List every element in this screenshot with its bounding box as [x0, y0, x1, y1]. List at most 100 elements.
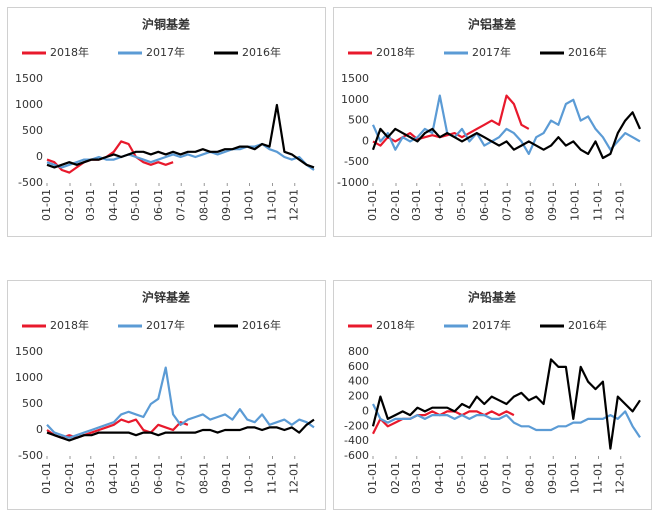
x-tick-label: 11-01	[265, 189, 278, 221]
y-tick-label: 500	[22, 124, 43, 137]
legend-label: 2017年	[472, 45, 511, 59]
x-tick-label: 10-01	[569, 462, 582, 494]
y-tick-label: -500	[18, 449, 43, 462]
y-tick-label: 200	[348, 390, 369, 403]
x-tick-label: 09-01	[546, 462, 559, 494]
x-tick-label: 01-01	[40, 462, 53, 494]
series-line	[371, 358, 641, 450]
legend-label: 2018年	[50, 45, 89, 59]
x-tick-label: 05-01	[129, 189, 142, 221]
x-tick-label: 04-01	[107, 189, 120, 221]
chart-panel: 沪铜基差 2018年 2017年 2016年 -500 0 500 1000 1500 01-01…	[7, 7, 326, 237]
y-tick-label: -1000	[337, 176, 369, 189]
x-tick-label: 02-01	[389, 462, 402, 494]
series-line	[371, 111, 642, 160]
y-tick-label: 1000	[341, 93, 369, 106]
x-tick-label: 12-01	[614, 462, 627, 494]
x-tick-label: 11-01	[265, 462, 278, 494]
y-tick-label: 500	[22, 397, 43, 410]
y-tick-label: -200	[344, 419, 369, 432]
series-line	[46, 418, 189, 439]
series-line	[46, 418, 315, 442]
legend-label: 2018年	[50, 318, 89, 332]
x-tick-label: 09-01	[220, 462, 233, 494]
y-tick-label: -400	[344, 434, 369, 447]
x-tick-label: 05-01	[129, 462, 142, 494]
y-tick-label: 0	[36, 150, 43, 163]
series-line	[372, 403, 641, 439]
series-line	[46, 366, 315, 439]
legend-label: 2018年	[376, 45, 415, 59]
x-tick-label: 01-01	[366, 189, 379, 221]
legend-label: 2016年	[242, 318, 281, 332]
x-tick-label: 03-01	[410, 462, 423, 494]
series-line	[46, 140, 174, 174]
x-tick-label: 03-01	[84, 189, 97, 221]
x-tick-label: 07-01	[174, 462, 187, 494]
chart-title: 沪铅基差	[468, 290, 516, 305]
x-tick-label: 08-01	[197, 462, 210, 494]
legend-label: 2017年	[146, 318, 185, 332]
x-tick-label: 01-01	[40, 189, 53, 221]
x-tick-label: 06-01	[478, 189, 491, 221]
x-tick-label: 02-01	[63, 189, 76, 221]
legend-label: 2016年	[568, 45, 607, 59]
x-tick-label: 06-01	[152, 462, 165, 494]
x-tick-label: 08-01	[523, 189, 536, 221]
y-tick-label: 500	[348, 114, 369, 127]
x-tick-label: 01-01	[366, 462, 379, 494]
x-tick-label: 03-01	[410, 189, 423, 221]
y-tick-label: 1500	[15, 72, 43, 85]
y-tick-label: 1500	[341, 72, 369, 85]
legend-label: 2017年	[472, 318, 511, 332]
legend-label: 2016年	[242, 45, 281, 59]
x-tick-label: 07-01	[500, 189, 513, 221]
x-tick-label: 10-01	[243, 462, 256, 494]
y-tick-label: -600	[344, 449, 369, 462]
y-tick-label: 1000	[15, 98, 43, 111]
x-tick-label: 09-01	[546, 189, 559, 221]
x-tick-label: 12-01	[614, 189, 627, 221]
x-tick-label: 04-01	[433, 189, 446, 221]
x-tick-label: 06-01	[152, 189, 165, 221]
x-tick-label: 06-01	[478, 462, 491, 494]
legend-label: 2016年	[568, 318, 607, 332]
series-line	[46, 103, 315, 169]
y-tick-label: 400	[348, 375, 369, 388]
y-tick-label: 600	[348, 360, 369, 373]
x-tick-label: 03-01	[84, 462, 97, 494]
y-tick-label: 1000	[15, 371, 43, 384]
x-tick-label: 11-01	[591, 189, 604, 221]
panel-border	[333, 280, 652, 510]
y-tick-label: 0	[362, 404, 369, 417]
x-tick-label: 04-01	[107, 462, 120, 494]
chart-panel: 沪锌基差 2018年 2017年 2016年 -500 0 500 1000 1500 01-01…	[7, 280, 326, 510]
x-tick-label: 07-01	[174, 189, 187, 221]
x-tick-label: 10-01	[243, 189, 256, 221]
x-tick-label: 12-01	[288, 189, 301, 221]
x-tick-label: 05-01	[455, 189, 468, 221]
x-tick-label: 05-01	[455, 462, 468, 494]
chart-title: 沪铝基差	[468, 17, 516, 32]
x-tick-label: 07-01	[500, 462, 513, 494]
y-tick-label: 0	[362, 134, 369, 147]
x-tick-label: 12-01	[288, 462, 301, 494]
y-tick-label: -500	[344, 155, 369, 168]
x-tick-label: 08-01	[523, 462, 536, 494]
chart-panel: 沪铝基差 2018年 2017年 2016年 -1000 -500 0 500 1000 1500…	[333, 7, 652, 237]
x-tick-label: 02-01	[389, 189, 402, 221]
x-tick-label: 10-01	[569, 189, 582, 221]
chart-title: 沪锌基差	[142, 290, 190, 305]
panel-border	[7, 7, 326, 237]
x-tick-label: 09-01	[220, 189, 233, 221]
panel-border	[7, 280, 326, 510]
y-tick-label: 800	[348, 345, 369, 358]
y-tick-label: -500	[18, 176, 43, 189]
x-tick-label: 08-01	[197, 189, 210, 221]
series-line	[371, 94, 641, 155]
y-tick-label: 0	[36, 423, 43, 436]
series-line	[372, 410, 515, 435]
x-tick-label: 11-01	[591, 462, 604, 494]
